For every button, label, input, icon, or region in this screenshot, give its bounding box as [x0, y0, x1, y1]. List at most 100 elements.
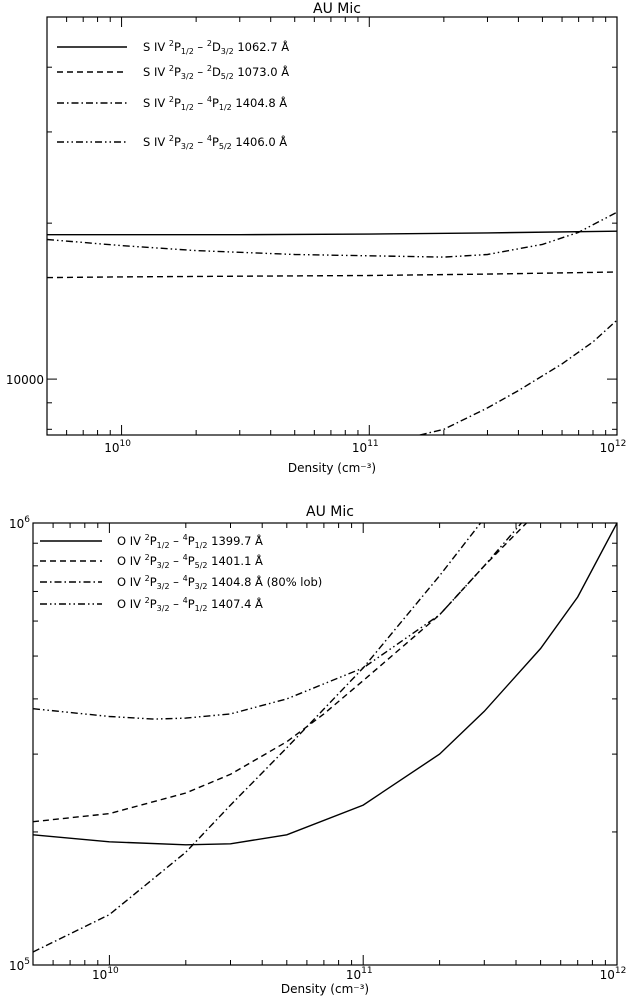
legend-text-part: P — [174, 96, 181, 110]
x-tick-label: 1011 — [346, 966, 373, 982]
legend-text-part: 1073.0 Å — [234, 64, 290, 79]
legend-text-part: – — [194, 96, 207, 110]
legend-prefix: O IV — [117, 575, 145, 589]
series-group — [47, 211, 617, 435]
legend-text-part: – — [194, 65, 207, 79]
legend-text-part: P — [150, 554, 157, 568]
tick-base: 10000 — [6, 373, 44, 387]
y-tick-label: 106 — [9, 515, 30, 531]
series-line-1 — [47, 230, 617, 236]
tick-base: 10 — [600, 441, 615, 455]
series-line-4 — [47, 211, 617, 258]
tick-exponent: 5 — [24, 957, 30, 967]
legend-entry-1: O IV 2P1/2 – 4P1/2 1399.7 Å — [117, 533, 263, 550]
legend-superscript: 2 — [207, 39, 212, 48]
legend-text-part: P — [188, 575, 195, 589]
legend-text-part: P — [188, 597, 195, 611]
legend-text-part: 1406.0 Å — [232, 134, 288, 149]
legend-text-part: P — [174, 40, 181, 54]
legend-prefix: S IV — [143, 40, 169, 54]
legend-entry-2: O IV 2P3/2 – 4P5/2 1401.1 Å — [117, 553, 263, 570]
x-tick-label: 1011 — [352, 439, 379, 455]
tick-exponent: 12 — [615, 966, 626, 976]
legend-text-part: 1062.7 Å — [234, 39, 290, 54]
tick-exponent: 12 — [615, 439, 626, 449]
x-tick-label: 1012 — [600, 966, 627, 982]
tick-exponent: 6 — [24, 515, 30, 525]
legend-subscript: 1/2 — [181, 103, 194, 112]
legend-subscript: 5/2 — [195, 561, 208, 570]
tick-base: 10 — [346, 968, 361, 982]
plot-frame — [32, 522, 618, 966]
legend-text-part: P — [174, 65, 181, 79]
legend-superscript: 4 — [183, 596, 188, 605]
legend-entry-3: O IV 2P3/2 – 4P3/2 1404.8 Å (80% lob) — [117, 574, 322, 591]
legend-text-part: – — [194, 135, 207, 149]
legend-entry-4: S IV 2P3/2 – 4P5/2 1406.0 Å — [143, 134, 287, 151]
legend-subscript: 1/2 — [195, 604, 208, 613]
legend-prefix: O IV — [117, 554, 145, 568]
legend-text-part: – — [170, 554, 183, 568]
legend-text-part: 1407.4 Å — [208, 596, 264, 611]
y-tick-label: 105 — [9, 957, 30, 973]
legend-superscript: 4 — [207, 95, 212, 104]
legend-text-part: 1399.7 Å — [208, 533, 264, 548]
series-line-3 — [419, 319, 617, 435]
legend-superscript: 4 — [183, 533, 188, 542]
x-axis-label: Density (cm⁻³) — [288, 461, 376, 475]
legend-subscript: 3/2 — [157, 561, 170, 570]
tick-exponent: 10 — [107, 966, 119, 976]
legend-prefix: O IV — [117, 597, 145, 611]
legend-prefix: S IV — [143, 65, 169, 79]
series-line-3 — [33, 523, 482, 953]
legend-entry-1: S IV 2P1/2 – 2D3/2 1062.7 Å — [143, 39, 289, 56]
legend-text-part: P — [188, 554, 195, 568]
legend-text-part: 1401.1 Å — [208, 553, 264, 568]
legend-superscript: 2 — [169, 64, 174, 73]
series-line-2 — [33, 523, 527, 823]
series-line-1 — [33, 523, 617, 846]
series-line-4 — [33, 523, 522, 720]
x-tick-label: 1010 — [92, 966, 119, 982]
tick-base: 10 — [9, 517, 24, 531]
legend-text-part: P — [150, 575, 157, 589]
legend-superscript: 2 — [145, 533, 150, 542]
tick-exponent: 10 — [119, 439, 131, 449]
legend-text-part: D — [212, 40, 221, 54]
legend-text-part: P — [150, 597, 157, 611]
legend-text-part: – — [194, 40, 207, 54]
legend-text-part: – — [170, 575, 183, 589]
chart-title: AU Mic — [313, 1, 361, 17]
legend-subscript: 5/2 — [219, 142, 232, 151]
legend-superscript: 2 — [169, 39, 174, 48]
legend-text-part: P — [174, 135, 181, 149]
series-group — [33, 523, 617, 953]
tick-base: 10 — [92, 968, 107, 982]
legend-prefix: S IV — [143, 96, 169, 110]
legend-text-part: P — [212, 96, 219, 110]
legend-superscript: 2 — [145, 553, 150, 562]
legend-superscript: 2 — [169, 95, 174, 104]
legend-superscript: 2 — [207, 64, 212, 73]
plot-frame — [46, 16, 618, 436]
y-tick-label: 10000 — [6, 373, 44, 387]
legend-superscript: 2 — [169, 134, 174, 143]
legend-subscript: 3/2 — [157, 582, 170, 591]
legend-subscript: 5/2 — [221, 72, 234, 81]
legend-superscript: 2 — [145, 596, 150, 605]
legend-subscript: 1/2 — [181, 47, 194, 56]
legend-superscript: 2 — [145, 574, 150, 583]
legend-text-part: 1404.8 Å — [232, 95, 288, 110]
legend-superscript: 4 — [183, 574, 188, 583]
chart-title: AU Mic — [306, 504, 354, 520]
legend-subscript: 1/2 — [157, 541, 170, 550]
legend-prefix: S IV — [143, 135, 169, 149]
legend-text-part: P — [188, 534, 195, 548]
legend-text-part: – — [170, 534, 183, 548]
x-tick-label: 1010 — [104, 439, 131, 455]
legend-text-part: P — [212, 135, 219, 149]
legend-subscript: 3/2 — [181, 142, 194, 151]
series-line-2 — [47, 271, 617, 279]
